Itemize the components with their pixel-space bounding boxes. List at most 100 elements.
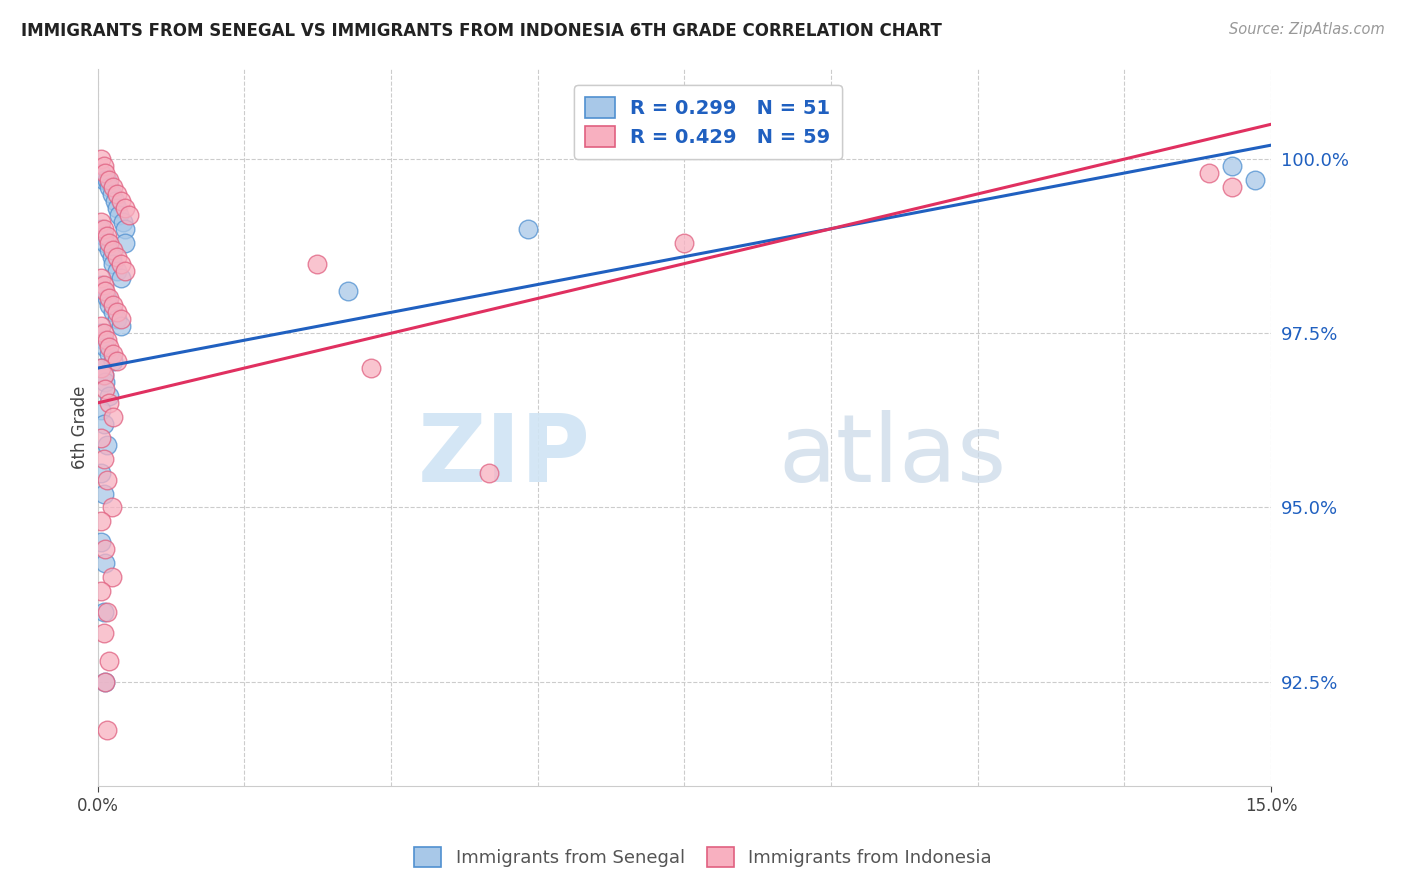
Point [98, 235, 121, 250]
Point [98, 243, 121, 257]
Point [96, 333, 118, 347]
Point [93, 159, 115, 173]
Point [93, 451, 115, 466]
Point [90, 277, 112, 292]
Point [94, 285, 117, 299]
Point [100, 570, 122, 584]
Point [93, 486, 115, 500]
Point [516, 221, 538, 235]
Point [118, 208, 141, 222]
Point [104, 194, 127, 208]
Point [96, 292, 118, 306]
Point [114, 221, 136, 235]
Point [93, 173, 115, 187]
Text: ZIP: ZIP [418, 410, 591, 502]
Point [1244, 173, 1267, 187]
Point [90, 270, 112, 285]
Point [103, 409, 125, 424]
Point [100, 250, 122, 264]
Point [93, 326, 115, 341]
Point [93, 228, 115, 243]
Point [96, 173, 118, 187]
Legend: Immigrants from Senegal, Immigrants from Indonesia: Immigrants from Senegal, Immigrants from… [408, 839, 998, 874]
Point [103, 298, 125, 312]
Point [98, 389, 121, 403]
Point [103, 305, 125, 319]
Point [94, 166, 117, 180]
Point [94, 235, 117, 250]
Point [110, 312, 132, 326]
Point [96, 438, 118, 452]
Point [93, 368, 115, 382]
Point [103, 257, 125, 271]
Point [478, 466, 501, 480]
Point [110, 270, 132, 285]
Point [98, 340, 121, 354]
Point [105, 312, 128, 326]
Text: Source: ZipAtlas.com: Source: ZipAtlas.com [1229, 22, 1385, 37]
Point [90, 515, 112, 529]
Point [90, 166, 112, 180]
Point [96, 605, 118, 619]
Point [90, 319, 112, 334]
Point [110, 194, 132, 208]
Point [105, 305, 128, 319]
Y-axis label: 6th Grade: 6th Grade [72, 385, 89, 469]
Point [94, 674, 117, 689]
Point [94, 382, 117, 396]
Point [98, 396, 121, 410]
Point [98, 173, 121, 187]
Point [673, 235, 696, 250]
Point [93, 333, 115, 347]
Point [103, 180, 125, 194]
Point [305, 257, 328, 271]
Point [103, 243, 125, 257]
Point [90, 361, 112, 376]
Point [90, 215, 112, 229]
Point [94, 542, 117, 557]
Point [90, 403, 112, 417]
Point [100, 500, 122, 515]
Point [93, 285, 115, 299]
Point [1220, 159, 1243, 173]
Point [90, 584, 112, 599]
Point [105, 263, 128, 277]
Point [94, 340, 117, 354]
Point [103, 347, 125, 361]
Point [94, 556, 117, 570]
Point [108, 208, 131, 222]
Point [93, 625, 115, 640]
Legend: R = 0.299   N = 51, R = 0.429   N = 59: R = 0.299 N = 51, R = 0.429 N = 59 [574, 86, 842, 159]
Point [110, 257, 132, 271]
Point [90, 361, 112, 376]
Point [336, 285, 359, 299]
Point [114, 263, 136, 277]
Point [90, 431, 112, 445]
Point [111, 215, 134, 229]
Point [1220, 180, 1243, 194]
Point [105, 250, 128, 264]
Text: atlas: atlas [778, 410, 1007, 502]
Point [94, 674, 117, 689]
Point [103, 354, 125, 368]
Point [93, 417, 115, 431]
Point [93, 605, 115, 619]
Point [93, 277, 115, 292]
Point [98, 347, 121, 361]
Point [93, 368, 115, 382]
Point [90, 535, 112, 549]
Point [96, 473, 118, 487]
Point [105, 354, 128, 368]
Text: IMMIGRANTS FROM SENEGAL VS IMMIGRANTS FROM INDONESIA 6TH GRADE CORRELATION CHART: IMMIGRANTS FROM SENEGAL VS IMMIGRANTS FR… [21, 22, 942, 40]
Point [1198, 166, 1220, 180]
Point [98, 654, 121, 668]
Point [100, 186, 122, 201]
Point [110, 319, 132, 334]
Point [98, 292, 121, 306]
Point [98, 298, 121, 312]
Point [105, 186, 128, 201]
Point [93, 221, 115, 235]
Point [90, 221, 112, 235]
Point [90, 326, 112, 341]
Point [96, 723, 118, 738]
